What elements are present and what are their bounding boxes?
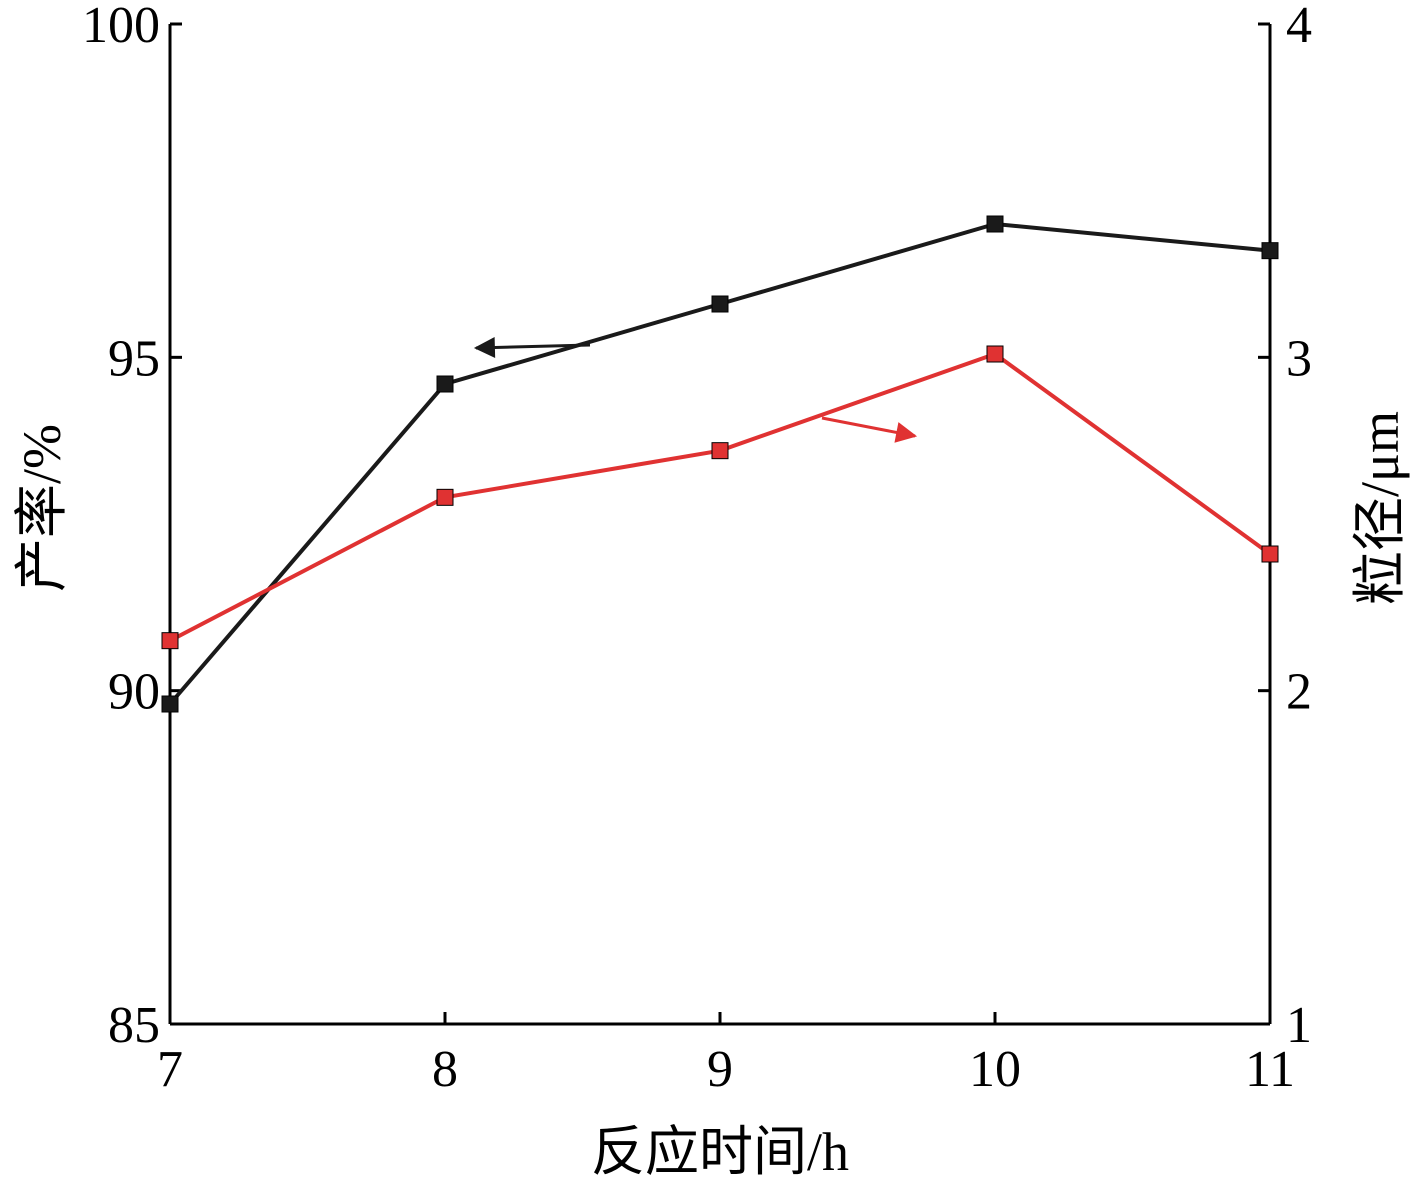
series-1-point [1261,545,1279,563]
x-tick-label: 11 [1245,1041,1295,1098]
series-0-point [711,295,729,313]
x-tick-label: 10 [969,1041,1021,1098]
series-1-point [436,488,454,506]
left-y-tick-label: 100 [82,0,160,54]
x-axis-title: 反应时间/h [591,1122,849,1181]
left-y-tick-label: 85 [108,997,160,1054]
x-tick-label: 7 [157,1041,183,1098]
right-y-tick-label: 2 [1286,664,1312,721]
left-y-tick-label: 95 [108,330,160,387]
series-1-point [986,345,1004,363]
right-y-tick-label: 3 [1286,330,1312,387]
series-1-point [711,442,729,460]
tick-labels: 7 8 9 10 11 85 90 95 100 1 2 3 4 [82,0,1312,1098]
series-line-1 [169,351,1272,643]
left-y-axis-title: 产率/% [12,424,72,592]
right-y-tick-label: 4 [1286,0,1312,54]
x-tick-label: 9 [707,1041,733,1098]
right-y-tick-label: 1 [1286,997,1312,1054]
right-axis-indicator-arrow [821,416,918,443]
axes [168,24,1272,1026]
series-0-point [161,695,179,713]
series-1-point [161,632,179,650]
x-tick-label: 8 [432,1041,458,1098]
left-y-tick-label: 90 [108,664,160,721]
series-0-point [436,375,454,393]
ticks [168,22,1272,1026]
left-axis-indicator-arrow [473,337,591,358]
series-0-point [986,215,1004,233]
series-0-point [1261,242,1279,260]
right-y-axis-title: 粒径/μm [1350,411,1410,605]
series-layer [161,215,1279,713]
